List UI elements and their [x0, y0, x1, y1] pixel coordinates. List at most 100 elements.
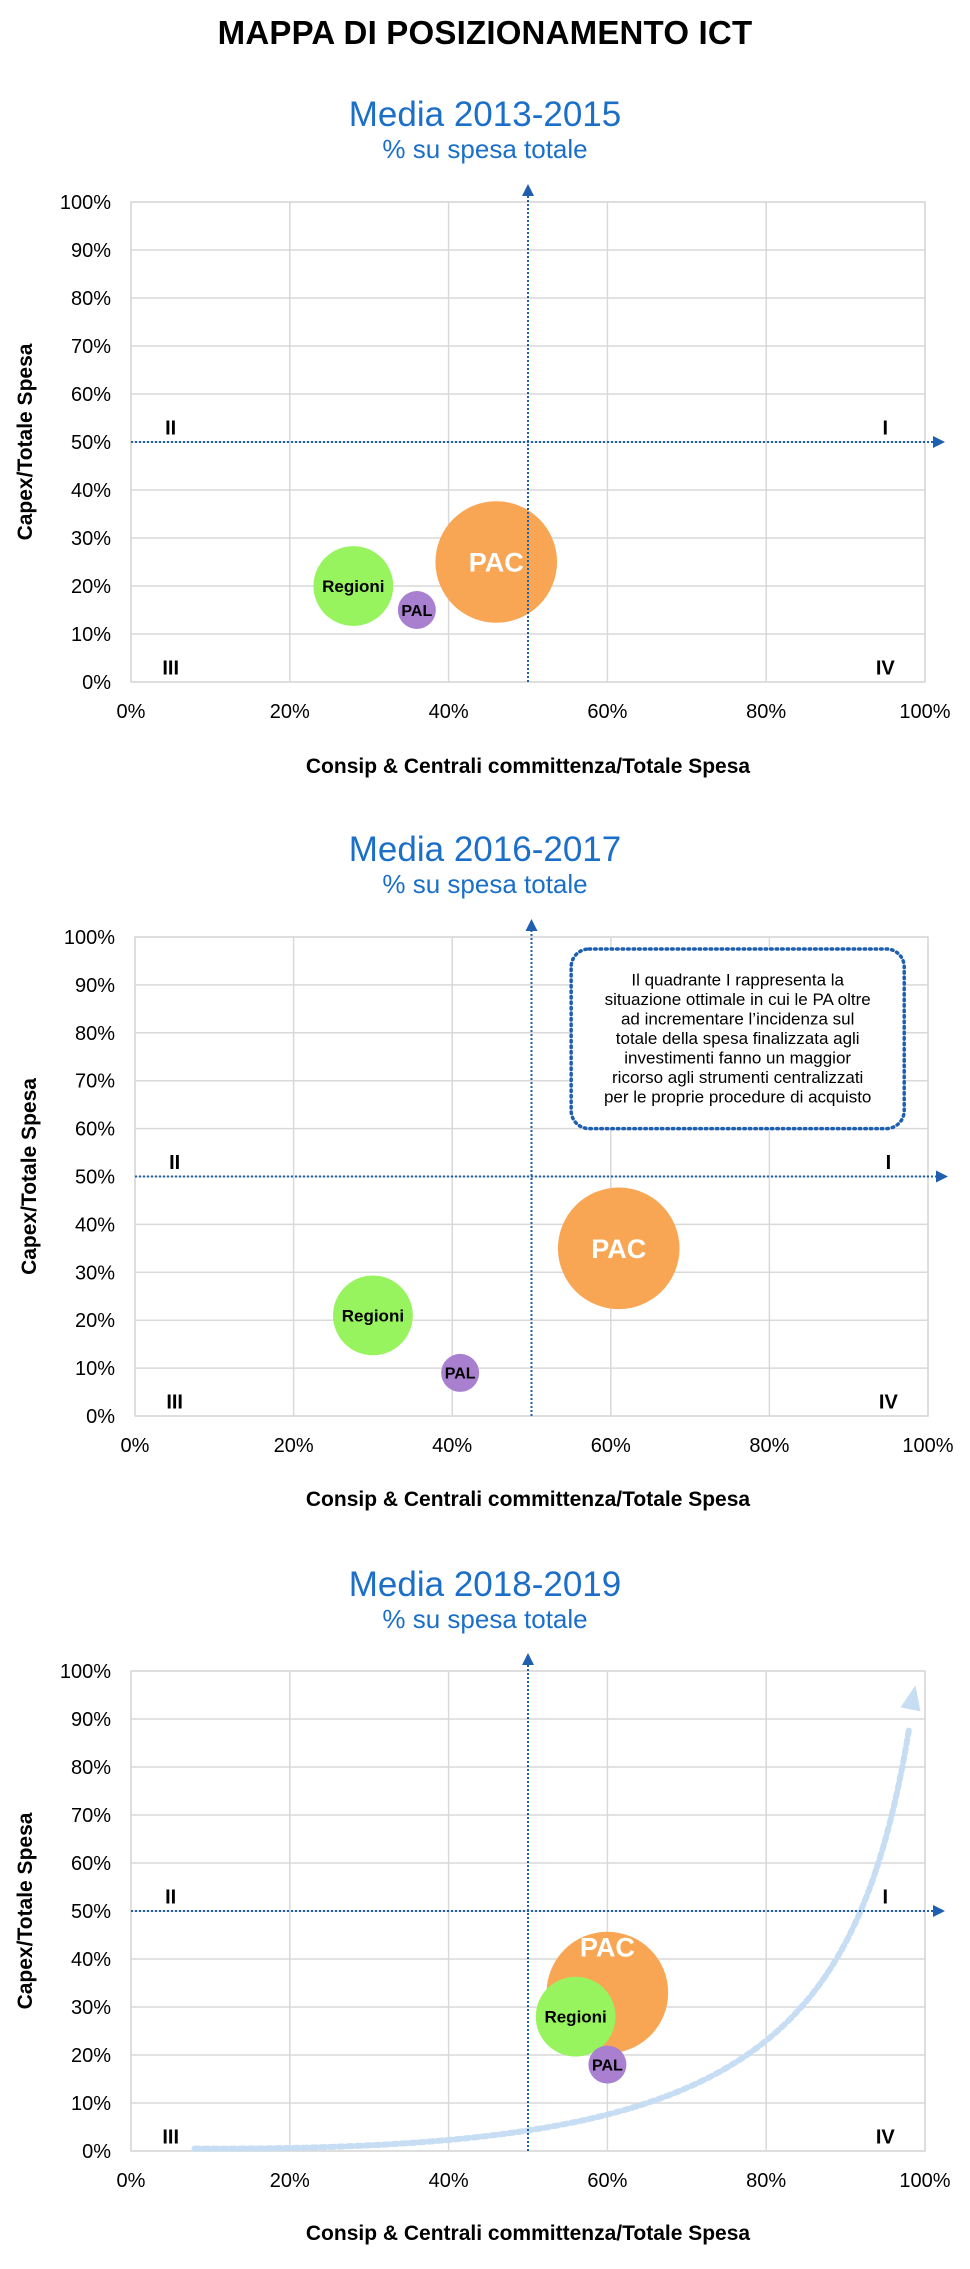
- y-axis-label: Capex/Totale Spesa: [14, 343, 37, 540]
- y-tick-label: 50%: [71, 1901, 111, 1923]
- quadrant-vertical-arrow: [522, 1653, 534, 1665]
- x-axis-label: Consip & Centrali committenza/Totale Spe…: [306, 755, 751, 778]
- y-tick-label: 50%: [75, 1167, 115, 1189]
- x-tick-label: 80%: [746, 701, 786, 723]
- y-tick-label: 80%: [71, 288, 111, 310]
- bubble-label-regioni: Regioni: [342, 1307, 404, 1326]
- bubble-label-pal: PAL: [445, 1366, 476, 1383]
- x-axis-label: Consip & Centrali committenza/Totale Spe…: [306, 2222, 751, 2245]
- quadrant-axes: [131, 1653, 945, 2151]
- bubble-pal: [397, 591, 436, 629]
- y-tick-label: 10%: [75, 1358, 115, 1380]
- quadrant-axes: [135, 919, 948, 1416]
- chart-title: Media 2013-2015: [349, 95, 621, 134]
- annotation-line: ad incrementare l’incidenza sul: [621, 1010, 854, 1029]
- bubble-label-pac: PAC: [469, 548, 524, 578]
- bubble-pal: [441, 1353, 480, 1392]
- chart-subtitle: % su spesa totale: [382, 869, 587, 899]
- y-tick-label: 10%: [71, 2093, 111, 2115]
- quadrant-horizontal-arrow: [933, 436, 945, 448]
- bubble-regioni-circle: [535, 1976, 616, 2057]
- bubble-pac: [557, 1187, 680, 1310]
- y-tick-label: 80%: [71, 1757, 111, 1779]
- y-tick-label: 60%: [75, 1119, 115, 1141]
- annotation-line: per le proprie procedure di acquisto: [604, 1088, 871, 1107]
- x-tick-label: 100%: [902, 1435, 953, 1457]
- y-tick-label: 20%: [75, 1310, 115, 1332]
- y-tick-label: 0%: [82, 2141, 111, 2163]
- annotation-box: Il quadrante I rappresenta lasituazione …: [569, 947, 906, 1131]
- quadrant-label-i: I: [883, 1887, 889, 1909]
- y-axis-label: Capex/Totale Spesa: [14, 1812, 37, 2009]
- bubble-label-pac: PAC: [591, 1234, 646, 1264]
- quadrant-label-iii: III: [166, 1392, 183, 1414]
- y-tick-label: 20%: [71, 576, 111, 598]
- trend-arrow-path: [191, 1725, 913, 2152]
- x-tick-label: 100%: [899, 701, 950, 723]
- chart-panel-2: Media 2016-2017% su spesa totale 0% 10% 20%…: [18, 830, 954, 1511]
- x-tick-label: 80%: [746, 2170, 786, 2192]
- x-tick-label: 60%: [591, 1435, 631, 1457]
- quadrant-label-ii: II: [165, 418, 176, 440]
- bubble-pal-circle: [441, 1353, 480, 1392]
- chart-subtitle: % su spesa totale: [382, 1604, 587, 1634]
- y-tick-label: 60%: [71, 1853, 111, 1875]
- y-tick-label: 40%: [71, 480, 111, 502]
- y-tick-label: 30%: [75, 1262, 115, 1284]
- y-tick-label: 100%: [60, 192, 111, 214]
- y-tick-label: 70%: [75, 1071, 115, 1093]
- quadrant-vertical-arrow: [525, 919, 538, 931]
- bubble-regioni: [313, 546, 394, 626]
- trend-arrow-head: [900, 1685, 921, 1712]
- x-tick-label: 40%: [432, 1435, 472, 1457]
- quadrant-label-iv: IV: [876, 2127, 896, 2149]
- y-axis-label: Capex/Totale Spesa: [18, 1078, 41, 1275]
- y-tick-label: 100%: [64, 927, 115, 949]
- quadrant-label-ii: II: [165, 1887, 176, 1909]
- bubble-regioni-circle: [333, 1275, 413, 1356]
- annotation-line: totale della spesa finalizzata agli: [616, 1029, 860, 1048]
- y-tick-label: 70%: [71, 336, 111, 358]
- quadrant-vertical-arrow: [522, 184, 534, 196]
- y-tick-label: 50%: [71, 432, 111, 454]
- y-tick-label: 60%: [71, 384, 111, 406]
- x-tick-label: 40%: [429, 2170, 469, 2192]
- x-tick-label: 100%: [899, 2170, 950, 2192]
- bubble-pal: [588, 2045, 627, 2084]
- bubble-label-pal: PAL: [401, 603, 432, 620]
- quadrant-label-ii: II: [169, 1152, 180, 1174]
- bubble-regioni: [333, 1275, 413, 1356]
- x-tick-label: 40%: [429, 701, 469, 723]
- x-tick-label: 60%: [587, 2170, 627, 2192]
- x-tick-label: 20%: [274, 1435, 314, 1457]
- x-axis-label: Consip & Centrali committenza/Totale Spe…: [306, 1488, 751, 1511]
- bubble-label-regioni: Regioni: [544, 2008, 606, 2027]
- y-tick-label: 20%: [71, 2045, 111, 2067]
- x-tick-label: 0%: [117, 2170, 146, 2192]
- y-tick-label: 40%: [75, 1214, 115, 1236]
- quadrant-label-iii: III: [162, 2127, 179, 2149]
- y-tick-label: 90%: [71, 1709, 111, 1731]
- quadrant-label-iv: IV: [879, 1392, 899, 1414]
- annotation-line: Il quadrante I rappresenta la: [631, 971, 844, 990]
- y-tick-label: 40%: [71, 1949, 111, 1971]
- y-tick-label: 10%: [71, 624, 111, 646]
- bubble-pal-circle: [588, 2045, 627, 2084]
- bubble-pal-circle: [397, 591, 436, 629]
- bubble-pac-circle: [435, 501, 558, 623]
- quadrant-horizontal-arrow: [933, 1905, 945, 1917]
- chart-subtitle: % su spesa totale: [382, 134, 587, 164]
- annotation-line: investimenti fanno un maggior: [624, 1049, 851, 1068]
- chart-title: Media 2018-2019: [349, 1565, 621, 1604]
- y-tick-label: 100%: [60, 1661, 111, 1683]
- bubble-label-pal: PAL: [592, 2057, 623, 2074]
- quadrant-label-iii: III: [162, 658, 179, 680]
- quadrant-label-i: I: [886, 1152, 892, 1174]
- bubble-regioni: [535, 1976, 616, 2057]
- annotation-line: ricorso agli strumenti centralizzati: [612, 1068, 863, 1087]
- quadrant-label-iv: IV: [876, 658, 896, 680]
- x-tick-label: 80%: [749, 1435, 789, 1457]
- y-tick-label: 70%: [71, 1805, 111, 1827]
- y-tick-label: 30%: [71, 528, 111, 550]
- chart-panel-1: Media 2013-2015% su spesa totale 0% 10% 20%…: [14, 95, 951, 778]
